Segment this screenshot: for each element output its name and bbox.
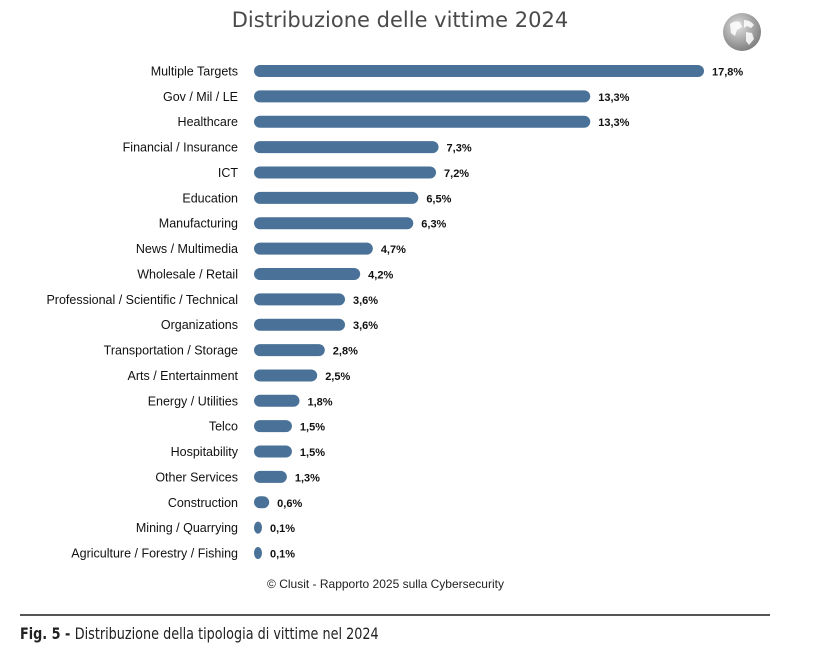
data-label: 2,8% xyxy=(333,346,358,358)
data-label: 0,6% xyxy=(277,498,302,510)
data-label: 6,3% xyxy=(421,219,446,231)
data-label: 17,8% xyxy=(712,67,743,79)
category-label: Wholesale / Retail xyxy=(137,267,238,281)
data-label: 6,5% xyxy=(426,193,451,205)
data-label: 3,6% xyxy=(353,320,378,332)
data-label: 1,8% xyxy=(308,396,333,408)
data-label: 1,5% xyxy=(300,422,325,434)
bar xyxy=(254,141,439,154)
data-label: 13,3% xyxy=(598,92,629,104)
category-label: Hospitability xyxy=(171,445,239,459)
category-label: Arts / Entertainment xyxy=(128,369,239,383)
bar xyxy=(254,65,704,77)
bar xyxy=(254,394,300,407)
divider xyxy=(20,614,770,616)
category-label: Transportation / Storage xyxy=(104,344,238,358)
bar xyxy=(254,217,414,230)
category-label: Education xyxy=(182,191,238,205)
bar xyxy=(254,420,292,433)
category-label: News / Multimedia xyxy=(136,242,238,256)
bar xyxy=(254,191,419,204)
bar xyxy=(254,293,346,306)
data-label: 3,6% xyxy=(353,295,378,307)
category-label: Telco xyxy=(209,420,238,434)
bar xyxy=(254,547,262,560)
data-label: 4,2% xyxy=(368,269,393,281)
bar xyxy=(254,470,287,483)
category-label: Energy / Utilities xyxy=(148,394,238,408)
chart-title: Distribuzione delle vittime 2024 xyxy=(231,8,569,32)
category-label: Financial / Insurance xyxy=(123,141,238,155)
category-label: Organizations xyxy=(161,318,238,332)
bar xyxy=(254,318,346,331)
category-label: Healthcare xyxy=(178,115,238,129)
bar xyxy=(254,369,318,382)
bar xyxy=(254,90,591,103)
data-label: 7,3% xyxy=(447,143,472,155)
data-label: 1,5% xyxy=(300,447,325,459)
data-label: 4,7% xyxy=(381,244,406,256)
category-label: ICT xyxy=(218,166,239,180)
figure-number: Fig. 5 - xyxy=(20,624,75,643)
data-label: 2,5% xyxy=(325,371,350,383)
bar xyxy=(254,242,373,255)
category-label: Manufacturing xyxy=(159,217,238,231)
data-label: 7,2% xyxy=(444,168,469,180)
category-label: Gov / Mil / LE xyxy=(163,90,238,104)
bar xyxy=(254,115,591,128)
category-label: Mining / Quarrying xyxy=(136,521,238,535)
bar xyxy=(254,267,361,280)
figure-caption-text: Distribuzione della tipologia di vittime… xyxy=(74,624,379,643)
chart-credit: © Clusit - Rapporto 2025 sulla Cybersecu… xyxy=(267,577,504,591)
bar xyxy=(254,445,292,458)
category-label: Multiple Targets xyxy=(151,65,238,79)
bar xyxy=(254,166,437,179)
bar xyxy=(254,496,270,509)
data-label: 13,3% xyxy=(598,117,629,129)
data-label: 1,3% xyxy=(295,472,320,484)
bar xyxy=(254,344,325,357)
globe-icon xyxy=(723,13,761,51)
bar xyxy=(254,521,262,534)
category-label: Other Services xyxy=(155,470,238,484)
data-label: 0,1% xyxy=(270,523,295,535)
data-label: 0,1% xyxy=(270,549,295,561)
figure-caption: Fig. 5 - Distribuzione della tipologia d… xyxy=(20,624,379,643)
bar-chart: Multiple Targets 17,8% Gov / Mil / LE 13,3%… xyxy=(46,65,743,561)
category-label: Agriculture / Forestry / Fishing xyxy=(71,547,238,561)
category-label: Construction xyxy=(168,496,238,510)
category-label: Professional / Scientific / Technical xyxy=(46,293,238,307)
